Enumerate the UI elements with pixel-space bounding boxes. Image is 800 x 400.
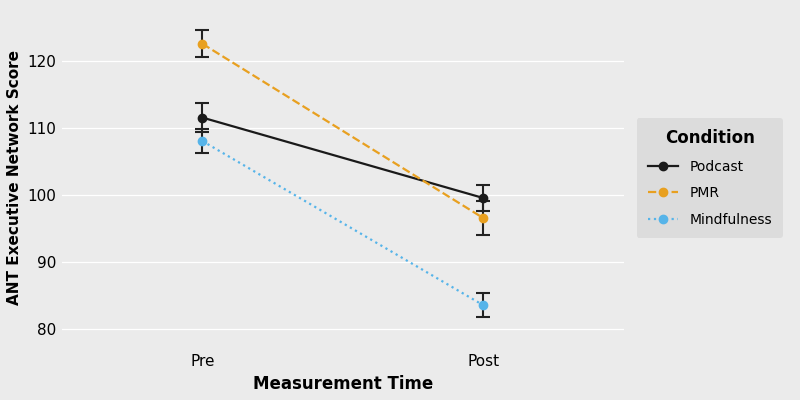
X-axis label: Measurement Time: Measurement Time	[253, 375, 433, 393]
Legend: Podcast, PMR, Mindfulness: Podcast, PMR, Mindfulness	[637, 118, 783, 238]
Y-axis label: ANT Executive Network Score: ANT Executive Network Score	[7, 50, 22, 306]
